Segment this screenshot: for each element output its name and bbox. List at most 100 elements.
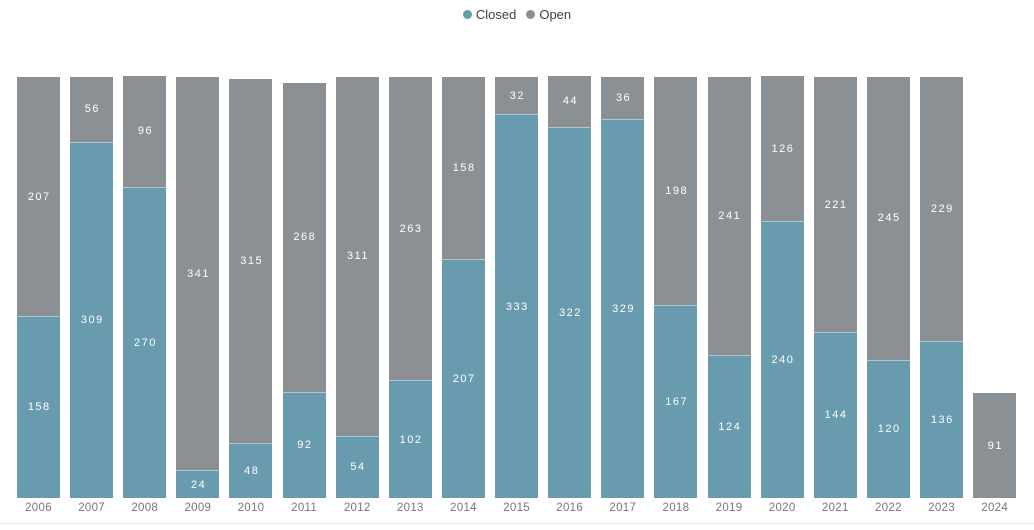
x-axis-baseline	[0, 523, 1034, 524]
open-value-label: 158	[452, 162, 476, 175]
closed-value-label: 124	[718, 421, 742, 434]
legend-dot-icon	[462, 10, 472, 19]
open-segment-2014[interactable]: 158	[441, 77, 485, 260]
open-segment-2010[interactable]: 315	[229, 79, 273, 443]
open-value-label: 126	[771, 142, 795, 155]
open-segment-2009[interactable]: 341	[176, 77, 220, 471]
open-segment-2020[interactable]: 126	[760, 76, 804, 222]
bar-2012: 54 311	[335, 0, 379, 498]
open-segment-2015[interactable]: 32	[495, 77, 539, 115]
closed-segment-2009[interactable]: 24	[176, 470, 220, 498]
closed-segment-2011[interactable]: 92	[282, 391, 326, 498]
x-axis-label-2011: 2011	[291, 502, 318, 514]
closed-value-label: 102	[399, 433, 423, 446]
bar-2016: 322 44	[548, 0, 592, 498]
legend-label: Open	[539, 7, 572, 22]
bar-2015: 333 32	[495, 0, 539, 498]
open-value-label: 245	[877, 212, 901, 225]
closed-value-label: 136	[930, 414, 954, 427]
bar-2008: 270 96	[123, 0, 167, 498]
closed-value-label: 158	[27, 401, 51, 414]
bar-2006: 158 207	[17, 0, 60, 498]
open-value-label: 198	[665, 185, 689, 198]
legend-label: Closed	[475, 7, 517, 22]
closed-value-label: 329	[612, 302, 635, 315]
open-segment-2006[interactable]: 207	[17, 77, 60, 316]
x-axis-label-2007: 2007	[78, 502, 106, 514]
chart-legend: Closed Open	[0, 7, 1034, 22]
bar-2014: 207 158	[441, 0, 485, 498]
open-segment-2022[interactable]: 245	[866, 77, 910, 360]
bar-2024: 91	[973, 0, 1017, 498]
bar-2007: 309 56	[70, 0, 114, 498]
x-axis-label-2006: 2006	[25, 502, 52, 514]
open-segment-2013[interactable]: 263	[388, 77, 432, 381]
x-axis-label-2012: 2012	[343, 502, 371, 514]
open-segment-2007[interactable]: 56	[70, 77, 114, 142]
open-segment-2021[interactable]: 221	[813, 77, 857, 332]
closed-segment-2006[interactable]: 158	[17, 315, 60, 498]
legend-dot-icon	[526, 10, 536, 19]
open-value-label: 263	[399, 222, 423, 235]
closed-segment-2007[interactable]: 309	[70, 141, 114, 498]
closed-segment-2012[interactable]: 54	[335, 435, 379, 498]
closed-segment-2021[interactable]: 144	[813, 331, 857, 498]
x-axis-label-2009: 2009	[184, 502, 212, 514]
bar-2019: 124 241	[707, 0, 751, 498]
closed-segment-2019[interactable]: 124	[707, 355, 751, 498]
x-axis-label-2010: 2010	[237, 502, 265, 514]
closed-segment-2016[interactable]: 322	[548, 126, 592, 498]
x-axis-label-2018: 2018	[662, 502, 690, 514]
open-value-label: 229	[930, 203, 954, 216]
x-axis-label-2021: 2021	[821, 502, 849, 514]
closed-segment-2008[interactable]: 270	[123, 186, 167, 498]
open-value-label: 315	[240, 255, 264, 268]
open-segment-2008[interactable]: 96	[123, 76, 167, 187]
bar-2011: 92 268	[282, 0, 326, 498]
open-segment-2023[interactable]: 229	[920, 77, 964, 342]
x-axis-label-2015: 2015	[503, 502, 530, 514]
open-segment-2018[interactable]: 198	[654, 77, 698, 306]
closed-segment-2023[interactable]: 136	[920, 341, 964, 498]
bar-2013: 102 263	[388, 0, 432, 498]
bar-2017: 329 36	[601, 0, 645, 498]
open-segment-2012[interactable]: 311	[335, 77, 379, 436]
closed-segment-2020[interactable]: 240	[760, 221, 804, 498]
x-axis-label-2013: 2013	[396, 502, 424, 514]
open-segment-2019[interactable]: 241	[707, 77, 751, 356]
bar-2021: 144 221	[813, 0, 857, 498]
x-axis-label-2020: 2020	[768, 502, 796, 514]
open-value-label: 207	[27, 190, 51, 203]
closed-value-label: 120	[877, 423, 901, 436]
closed-segment-2017[interactable]: 329	[601, 118, 645, 498]
legend-item-open[interactable]: Open	[526, 7, 571, 22]
open-value-label: 91	[987, 439, 1004, 452]
open-value-label: 36	[615, 91, 632, 104]
closed-value-label: 48	[244, 464, 260, 477]
closed-segment-2018[interactable]: 167	[654, 305, 698, 498]
x-axis-label-2017: 2017	[609, 502, 637, 514]
open-value-label: 241	[718, 210, 742, 223]
closed-value-label: 92	[297, 439, 313, 452]
closed-segment-2010[interactable]: 48	[229, 442, 273, 498]
closed-value-label: 144	[824, 409, 848, 422]
bar-2022: 120 245	[866, 0, 910, 498]
open-value-label: 268	[293, 231, 317, 244]
open-value-label: 341	[187, 267, 211, 280]
open-value-label: 221	[824, 198, 848, 211]
closed-segment-2014[interactable]: 207	[441, 259, 485, 498]
closed-segment-2013[interactable]: 102	[388, 380, 432, 498]
closed-value-label: 240	[771, 354, 795, 367]
closed-value-label: 333	[505, 300, 529, 313]
open-segment-2011[interactable]: 268	[282, 82, 326, 392]
closed-segment-2015[interactable]: 333	[495, 114, 539, 498]
legend-item-closed[interactable]: Closed	[462, 7, 517, 22]
open-segment-2024[interactable]: 91	[973, 393, 1017, 498]
bar-2018: 167 198	[654, 0, 698, 498]
open-segment-2017[interactable]: 36	[601, 77, 645, 119]
open-value-label: 56	[84, 103, 100, 116]
closed-segment-2022[interactable]: 120	[866, 359, 910, 498]
open-segment-2016[interactable]: 44	[548, 76, 592, 127]
